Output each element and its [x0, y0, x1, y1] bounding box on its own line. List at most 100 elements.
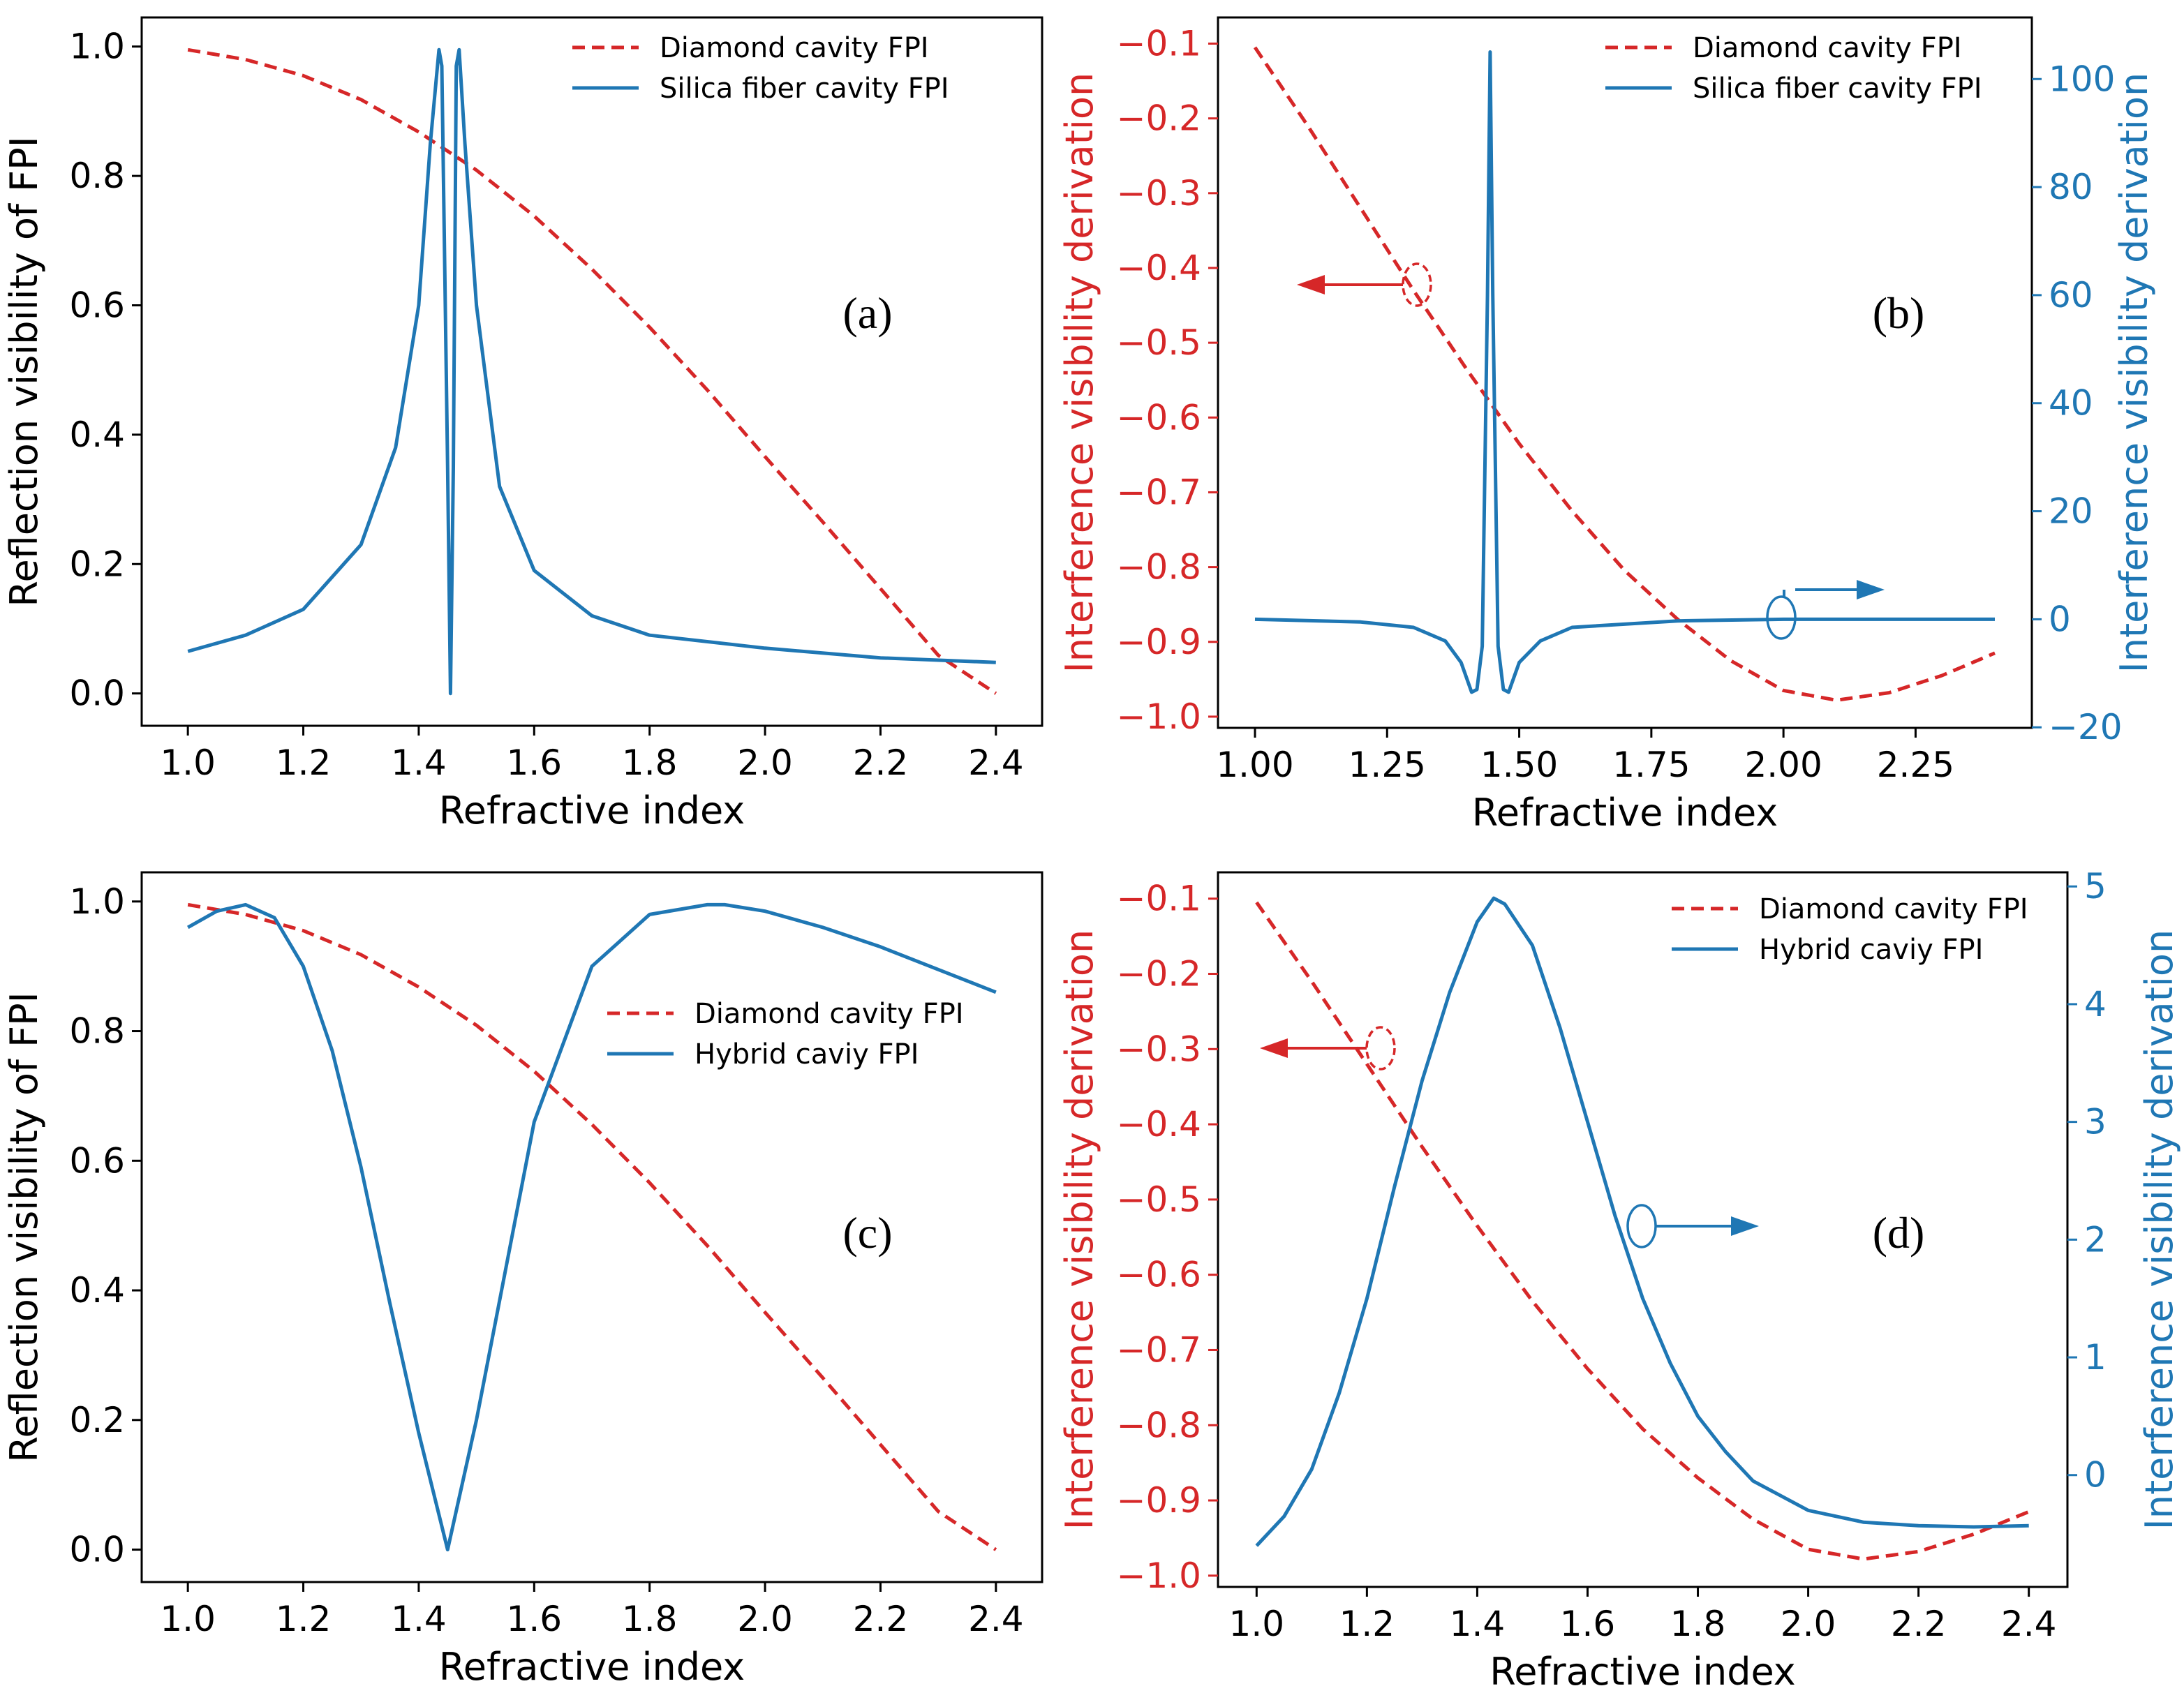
- panel-label: (b): [1873, 288, 1925, 338]
- y-axis-label: Interference visibility derivation: [1057, 930, 1101, 1530]
- x-tick-label: 1.25: [1349, 745, 1426, 785]
- y-right-axis-label: Interference visibility derivation: [2137, 930, 2181, 1530]
- series-line-diamond: [187, 47, 997, 695]
- y-tick-label: −0.4: [1117, 1104, 1201, 1144]
- x-tick-label: 1.8: [622, 1599, 678, 1639]
- x-tick-label: 2.0: [737, 743, 793, 783]
- x-tick-label: 1.6: [507, 1599, 563, 1639]
- y-right-tick-label: 0: [2084, 1455, 2107, 1496]
- y-tick-label: −1.0: [1117, 696, 1201, 737]
- legend-entry: Silica fiber cavity FPI: [1693, 73, 1982, 105]
- y-axis-label: Reflection visibility of FPI: [2, 136, 46, 606]
- legend-entry: Hybrid caviy FPI: [694, 1038, 919, 1071]
- x-tick-label: 1.8: [622, 743, 678, 783]
- y-tick-label: 0.4: [69, 415, 125, 455]
- legend-entry: Diamond cavity FPI: [694, 998, 964, 1030]
- y-tick-label: 1.0: [69, 881, 125, 922]
- x-tick-label: 1.4: [391, 743, 447, 783]
- x-tick-label: 1.2: [276, 743, 332, 783]
- y-tick-label: −0.3: [1117, 1029, 1201, 1069]
- y-right-tick-label: 4: [2084, 984, 2107, 1024]
- y-tick-label: −0.3: [1117, 173, 1201, 214]
- y-tick-label: −0.2: [1117, 954, 1201, 994]
- y-tick-label: 0.2: [69, 1400, 125, 1440]
- x-tick-label: 1.8: [1670, 1604, 1726, 1644]
- series-line-blue: [186, 902, 997, 1552]
- x-tick-label: 1.75: [1612, 745, 1690, 785]
- y-right-tick-label: 3: [2084, 1102, 2107, 1142]
- legend-entry: Hybrid caviy FPI: [1759, 934, 1983, 966]
- x-axis-label: Refractive index: [439, 789, 745, 833]
- y-tick-label: −0.6: [1117, 397, 1201, 438]
- x-tick-label: 1.00: [1216, 745, 1293, 785]
- y-tick-label: 0.8: [69, 1011, 125, 1052]
- series-line-blue: [187, 47, 996, 696]
- y-right-tick-label: 0: [2049, 599, 2071, 639]
- x-tick-label: 1.0: [1229, 1604, 1285, 1644]
- annotation-arrowhead-right: [1731, 1216, 1759, 1236]
- y-tick-label: 0.6: [69, 285, 125, 325]
- y-tick-label: −0.5: [1117, 1179, 1201, 1220]
- annotation-arrowhead-right: [1857, 580, 1885, 599]
- y-tick-label: 0.6: [69, 1140, 125, 1181]
- y-right-tick-label: 1: [2084, 1337, 2107, 1378]
- y-axis-label: Interference visibility derivation: [1057, 73, 1101, 673]
- y-tick-label: −0.9: [1117, 1480, 1201, 1521]
- y-tick-label: 1.0: [69, 27, 125, 67]
- legend-entry: Diamond cavity FPI: [1693, 32, 1962, 64]
- plot-frame-c: [140, 871, 1043, 1583]
- series-line-blue: [1255, 896, 2029, 1547]
- x-axis-label: Refractive index: [1472, 791, 1778, 835]
- series-line-diamond: [187, 902, 997, 1551]
- y-tick-label: 0.0: [69, 1530, 125, 1570]
- series-line-diamond: [1253, 46, 1996, 702]
- series-line-blue: [1254, 50, 1995, 694]
- y-tick-label: 0.2: [69, 544, 125, 584]
- y-tick-label: −0.1: [1117, 24, 1201, 64]
- y-tick-label: 0.4: [69, 1270, 125, 1311]
- plot-frame-b: [1217, 16, 2033, 729]
- x-tick-label: 2.25: [1877, 745, 1954, 785]
- y-right-tick-label: 60: [2049, 275, 2093, 315]
- y-tick-label: −0.2: [1117, 98, 1201, 139]
- legend-entry: Diamond cavity FPI: [660, 32, 929, 64]
- annotation-ellipse-right: [1766, 595, 1797, 640]
- annotation-ellipse-right: [1626, 1204, 1657, 1248]
- x-tick-label: 2.2: [853, 743, 909, 783]
- x-tick-label: 1.0: [160, 1599, 216, 1639]
- x-tick-label: 2.4: [968, 1599, 1024, 1639]
- x-tick-label: 1.50: [1480, 745, 1558, 785]
- annotation-ellipse-left: [1365, 1026, 1396, 1071]
- x-tick-label: 2.2: [853, 1599, 909, 1639]
- x-tick-label: 1.4: [1450, 1604, 1506, 1644]
- y-tick-label: −0.7: [1117, 1329, 1201, 1370]
- x-tick-label: 1.2: [276, 1599, 332, 1639]
- plot-frame-a: [140, 16, 1043, 727]
- y-tick-label: −0.8: [1117, 547, 1201, 588]
- x-tick-label: 2.4: [968, 743, 1024, 783]
- y-tick-label: −0.9: [1117, 622, 1201, 662]
- x-tick-label: 2.0: [737, 1599, 793, 1639]
- y-tick-label: −0.7: [1117, 472, 1201, 512]
- legend-entry: Silica fiber cavity FPI: [660, 73, 949, 105]
- annotation-ellipse-left: [1402, 262, 1432, 307]
- x-axis-label: Refractive index: [439, 1645, 745, 1689]
- annotation-arrowhead-left: [1260, 1038, 1288, 1058]
- y-right-tick-label: 80: [2049, 167, 2093, 207]
- x-axis-label: Refractive index: [1490, 1650, 1796, 1693]
- series-line-diamond: [1255, 901, 2030, 1561]
- panel-label: (c): [842, 1208, 892, 1258]
- x-tick-label: 2.0: [1781, 1604, 1836, 1644]
- x-tick-label: 1.2: [1339, 1604, 1395, 1644]
- y-tick-label: −1.0: [1117, 1556, 1201, 1596]
- x-tick-label: 2.2: [1891, 1604, 1947, 1644]
- y-right-tick-label: 20: [2049, 491, 2093, 532]
- y-right-tick-label: −20: [2049, 707, 2123, 747]
- x-tick-label: 1.4: [391, 1599, 447, 1639]
- y-right-axis-label: Interference visibility derivation: [2112, 73, 2156, 673]
- y-right-tick-label: 2: [2084, 1219, 2107, 1260]
- y-tick-label: 0.0: [69, 673, 125, 714]
- x-tick-label: 2.00: [1744, 745, 1822, 785]
- y-tick-label: −0.8: [1117, 1405, 1201, 1445]
